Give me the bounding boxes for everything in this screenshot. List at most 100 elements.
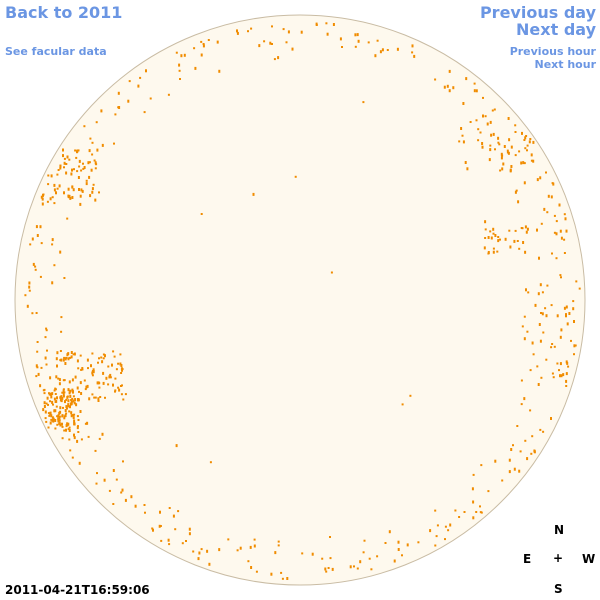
facula [397,548,400,551]
facula [108,489,111,492]
facula [397,540,400,544]
facula [192,550,195,553]
facula [497,141,500,144]
facula [134,504,137,508]
facula [525,230,528,234]
facula [200,53,203,57]
facula [330,271,333,274]
facula [473,89,476,93]
facula [56,396,58,400]
facula [491,109,494,112]
facula [466,167,469,171]
facula [521,325,524,328]
next-hour-link[interactable]: Next hour [534,58,597,71]
facula [341,46,343,48]
facula [45,402,48,405]
facula [61,437,64,440]
facula [79,194,82,198]
facula [572,307,575,311]
previous-day-link[interactable]: Previous day [479,3,596,22]
facula [67,399,70,403]
facula [506,151,509,154]
facula [207,39,210,41]
facula [291,47,294,51]
facula [151,527,154,530]
facula [529,369,532,372]
facula [113,142,115,145]
facula [62,406,64,409]
facula [35,364,38,368]
facula [250,27,253,30]
facula [546,211,549,214]
facular-link[interactable]: See facular data [5,45,107,58]
facula [80,188,83,192]
facula [58,419,61,422]
facula [91,393,94,396]
facula [277,56,280,60]
facula [128,80,131,83]
facula [473,82,476,85]
compass-east: E [523,552,532,566]
facula [565,313,567,317]
facula [475,89,478,93]
facula [66,155,69,159]
facula [236,549,239,552]
facula [68,158,71,161]
facula [356,567,359,570]
facula [101,360,104,364]
facula [563,252,566,254]
facula [58,184,61,188]
facula [252,192,255,196]
facula [28,289,31,292]
facula [508,458,511,462]
facula [92,368,95,372]
facula [103,478,106,482]
facula [521,227,524,230]
facula [67,187,70,191]
facula [62,148,64,152]
facula [247,30,249,33]
facula [269,41,272,45]
facula [53,397,56,401]
facula [44,356,47,360]
facula [40,366,43,369]
facula [461,134,464,137]
facula [76,386,79,390]
facula [65,171,68,175]
facula [97,397,100,401]
facula [91,371,94,375]
facula [40,195,43,199]
facula [68,426,71,429]
previous-hour-link[interactable]: Previous hour [509,45,596,58]
facula [57,169,60,171]
facula [489,230,492,233]
facula [175,444,178,448]
facula [529,138,532,140]
facula [494,234,497,237]
facula [121,488,124,492]
facula [78,165,81,168]
facula [332,23,335,26]
facula [31,312,34,315]
facula [100,109,103,113]
facula [520,379,523,382]
facula [61,415,64,418]
facula [59,410,62,414]
facula [70,400,73,404]
facula [524,250,527,254]
facula [71,186,74,189]
facula [354,33,357,37]
facula [482,114,484,118]
facula [339,37,342,41]
next-day-link[interactable]: Next day [516,20,596,39]
facula [553,231,556,234]
facula [452,86,455,90]
facula [533,450,536,454]
facula [85,385,88,389]
facula [60,395,63,398]
facula [540,312,542,314]
facula [58,421,61,425]
facula [63,379,66,382]
facula [87,367,89,370]
back-link[interactable]: Back to 2011 [5,3,123,22]
